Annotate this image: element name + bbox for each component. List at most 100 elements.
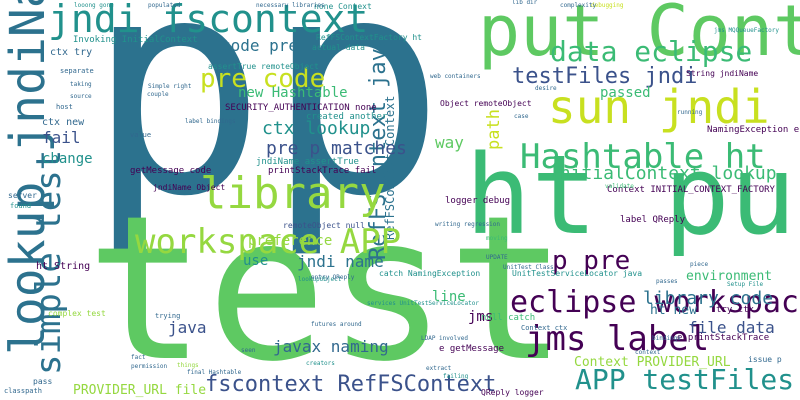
word-label-bindings: label bindings xyxy=(185,118,236,125)
word-path: path xyxy=(484,109,504,150)
word-ht-put: ht put xyxy=(465,131,800,259)
word-context-initial-cf: Context INITIAL_CONTEXT_FACTORY xyxy=(607,185,775,195)
word-actual-data: actual data xyxy=(312,43,365,52)
word-ctx-new: ctx new xyxy=(42,117,85,128)
word-web-containers: web containers xyxy=(430,73,481,80)
word-eclipse-workspace: eclipse workspace xyxy=(510,285,800,320)
word-context-provider-url: Context PROVIDER_URL xyxy=(574,355,731,370)
word-initialcontext-lookup: InitialContext lookup xyxy=(549,163,777,184)
word-update: UPDATE xyxy=(486,254,508,261)
word-fact: fact xyxy=(131,354,146,361)
word-jms-label: jms label xyxy=(525,319,710,359)
word-running: running xyxy=(677,109,703,116)
word-code-pre: code pre xyxy=(221,36,299,55)
word-created-another: created another xyxy=(306,112,388,122)
word-getmessage-code: getMessage code xyxy=(130,166,212,176)
word-put-context: put Context xyxy=(478,0,800,72)
word-writing-regression: writing regression xyxy=(435,221,501,228)
word-lookupobject: lookupObject xyxy=(298,276,342,283)
word-hashtable-ht: Hashtable ht xyxy=(520,137,766,177)
word-seen: seen xyxy=(241,347,256,354)
word-complexity: complexity xyxy=(560,2,597,9)
word-environment: environment xyxy=(686,269,773,284)
word-e-getmessage: e getMessage xyxy=(439,344,505,354)
word-file-data: file data xyxy=(688,318,775,337)
word-data-eclipse: data eclipse xyxy=(550,35,753,68)
word-try-ctx: try ctx xyxy=(716,305,754,315)
word-change: change xyxy=(42,151,93,167)
word-taking: taking xyxy=(70,81,92,88)
word-library: library xyxy=(200,168,386,219)
word-simple-right: Simple right xyxy=(148,83,192,90)
word-separate: separate xyxy=(60,67,94,75)
word-javax-naming: javax naming xyxy=(273,337,389,356)
word-app-testfiles: APP testFiles xyxy=(575,363,795,396)
word-p-second: p xyxy=(265,0,446,262)
word-security-auth: SECURITY_AUTHENTICATION none xyxy=(225,103,377,113)
word-refsc-factory: RefFSContextFactory ht xyxy=(316,33,422,42)
word-value: value xyxy=(130,131,152,139)
word-testfiles-jndi: testFiles jndi xyxy=(512,64,698,89)
word-workspace-app: workspace APP xyxy=(135,222,402,262)
word-jms: jms xyxy=(468,309,494,325)
word-ldap-involved: LDAP involved xyxy=(421,335,468,342)
word-jndi-fscontext: jndi fscontext xyxy=(48,0,369,41)
word-pre-p-matches: pre p matches xyxy=(266,138,407,159)
word-setup-file: Setup File xyxy=(727,281,764,288)
word-jndiname-asserttrue: jndiName assertTrue xyxy=(256,157,359,167)
word-ctx-try: ctx try xyxy=(50,47,93,58)
word-trying: trying xyxy=(155,312,181,320)
word-failing: failing xyxy=(443,373,469,380)
word-couple: couple xyxy=(147,91,169,98)
word-object-remoteobject: Object remoteObject xyxy=(440,99,532,108)
word-p-big: p xyxy=(86,0,267,262)
word-java: java xyxy=(168,318,207,337)
word-desire: desire xyxy=(535,85,557,92)
word-use: use xyxy=(243,253,269,269)
word-bindings: bindings xyxy=(652,335,681,342)
word-passes: passes xyxy=(656,278,678,285)
word-validate: validate xyxy=(605,183,634,190)
word-none-context: none Context xyxy=(314,2,372,11)
word-final-hashtable: final Hashtable xyxy=(187,369,242,376)
word-permission: permission xyxy=(131,363,168,370)
word-populated: populated xyxy=(148,2,181,9)
word-debugging: debugging xyxy=(591,2,624,9)
word-qreply-logger: QReply logger xyxy=(481,388,544,397)
word-unittest-class: UnitTest Class xyxy=(503,264,554,271)
word-complex-test: complex test xyxy=(48,309,106,318)
word-creators: creators xyxy=(306,360,335,367)
word-string-jndiname: String jndiName xyxy=(686,69,759,78)
word-server: server xyxy=(8,191,37,200)
word-found: found xyxy=(10,202,32,210)
word-preference: preference xyxy=(248,233,333,249)
word-e-printstacktrace: e printStackTrace xyxy=(677,333,770,343)
word-services-locator: services UnitTestServiceLocator xyxy=(367,300,479,307)
word-classpath: classpath xyxy=(4,387,42,395)
word-jms-mqqueue: jms MQQueueFactory xyxy=(714,27,780,34)
word-lib-dir: lib dir xyxy=(512,0,538,6)
word-null-catch: null catch xyxy=(481,313,536,323)
word-library-code: library code xyxy=(643,288,774,309)
word-line: line xyxy=(432,289,466,305)
word-p-pre: p pre xyxy=(552,246,631,276)
word-way: way xyxy=(435,133,464,152)
word-label-qreply: label QReply xyxy=(620,215,686,225)
word-test: test xyxy=(86,173,568,400)
word-passed: passed xyxy=(600,85,651,101)
word-ht-string: ht String xyxy=(36,261,91,272)
word-unittest-locator: UnitTestServiceLocator java xyxy=(512,269,643,278)
word-piece: piece xyxy=(690,261,709,268)
word-new-hashtable: new Hashtable xyxy=(238,85,348,101)
word-fail: fail xyxy=(42,128,81,147)
word-looong-gone: looong gone xyxy=(74,2,114,9)
word-futures-around: futures around xyxy=(311,321,362,328)
word-ctx-lookup: ctx lookup xyxy=(262,118,371,139)
word-source: source xyxy=(70,93,92,100)
word-provider-url-file: PROVIDER_URL file xyxy=(73,383,207,398)
word-case: case xyxy=(514,113,529,120)
word-pass: pass xyxy=(33,377,53,386)
word-necessary-libraries: necessary libraries xyxy=(256,2,325,9)
word-sun-jndi: sun jndi xyxy=(548,80,770,134)
